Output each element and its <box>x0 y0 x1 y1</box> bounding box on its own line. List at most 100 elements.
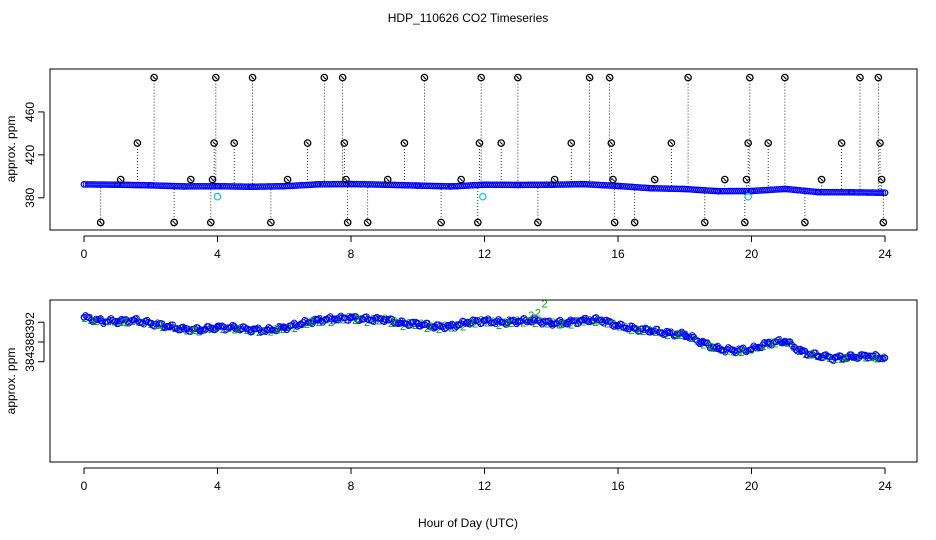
data-point <box>388 315 396 323</box>
x-tick-label: 20 <box>745 247 759 261</box>
data-point: 2 <box>652 327 658 339</box>
blue-point <box>581 316 588 324</box>
blue-point <box>681 331 689 338</box>
data-point <box>321 317 328 324</box>
data-point: 2 <box>700 339 706 351</box>
data-point: 2 <box>809 349 815 361</box>
spike-point <box>609 175 617 184</box>
spike-point <box>133 139 142 147</box>
spike-point <box>740 218 749 227</box>
data-point: 2 <box>274 323 280 335</box>
baseline-point <box>447 183 455 190</box>
data-point: 2 <box>544 319 550 331</box>
top-y-axis: 380 420 460 <box>23 102 45 208</box>
spike-point <box>700 218 709 227</box>
data-point <box>83 313 91 321</box>
data-point <box>879 189 887 197</box>
blue-point <box>130 316 138 324</box>
data-point <box>854 355 861 362</box>
spike-point <box>534 218 542 227</box>
baseline-point <box>814 188 822 196</box>
spike-point <box>248 73 257 82</box>
data-point: 2 <box>328 317 334 329</box>
baseline-point <box>80 181 88 188</box>
data-point: 2 <box>490 316 496 328</box>
spike-point <box>303 139 312 147</box>
y-tick-label: 392 <box>23 312 37 332</box>
data-point: 2 <box>202 324 208 336</box>
baseline-point <box>881 189 889 197</box>
chart-title: HDP_110626 CO2 Timeseries <box>388 11 549 25</box>
blue-point <box>531 316 538 324</box>
data-point <box>712 343 720 351</box>
blue-point <box>497 318 505 326</box>
spike-point <box>605 73 614 82</box>
data-point: 3 <box>736 344 742 356</box>
spike-point <box>473 218 482 227</box>
spike-point <box>457 175 465 184</box>
data-point: 2 <box>640 326 646 338</box>
data-point: 2 <box>604 319 610 331</box>
data-point <box>501 319 508 327</box>
green-point: 2 <box>542 298 548 310</box>
data-point: 2 <box>412 320 418 332</box>
data-point <box>610 323 618 330</box>
spike-point <box>170 218 178 227</box>
spike-point <box>320 73 329 82</box>
data-point: 3 <box>601 318 607 330</box>
y-tick-label: 388 <box>23 332 37 352</box>
data-point: 2 <box>616 322 622 334</box>
data-point <box>158 320 166 327</box>
data-point: 2 <box>298 319 304 331</box>
spike-point <box>630 218 639 227</box>
green-point: 2 <box>768 337 774 349</box>
blue-point <box>781 337 789 345</box>
spike-point <box>497 139 506 147</box>
baseline-point <box>314 181 321 188</box>
blue-point <box>881 354 889 362</box>
blue-point <box>381 315 388 323</box>
blue-point <box>814 352 822 360</box>
baseline-point <box>414 182 422 189</box>
data-point <box>792 346 800 354</box>
baseline-point <box>781 185 789 193</box>
spike-point <box>610 218 619 227</box>
data-point <box>585 318 592 326</box>
baseline-point <box>581 180 588 188</box>
blue-point <box>264 326 271 334</box>
spike-point <box>745 73 754 82</box>
data-point: 2 <box>364 317 370 329</box>
green-point: 2 <box>308 317 314 329</box>
data-point <box>254 324 262 332</box>
x-tick-label: 4 <box>214 479 221 493</box>
blue-point <box>314 316 321 324</box>
blue-point <box>564 318 572 326</box>
data-point <box>271 326 279 334</box>
data-point <box>561 319 568 327</box>
data-point: 2 <box>869 352 875 364</box>
spike-point <box>363 218 372 227</box>
data-point <box>877 189 885 197</box>
blue-point <box>547 319 555 327</box>
blue-point <box>230 324 238 331</box>
spike-point <box>208 175 217 184</box>
blue-point <box>614 322 622 329</box>
blue-point <box>731 347 739 354</box>
data-point <box>116 317 124 325</box>
data-point <box>540 319 547 326</box>
blue-point <box>431 323 438 330</box>
data-point: 3 <box>790 341 796 353</box>
data-point: 3 <box>465 318 471 330</box>
blue-point <box>247 326 255 333</box>
data-point <box>706 344 714 352</box>
data-point: 3 <box>141 318 147 330</box>
top-panel: 0 4 8 12 16 20 24 380 420 460 approx. ppm <box>4 68 918 261</box>
green-point: 2 <box>191 325 197 337</box>
data-point: 2 <box>166 322 172 334</box>
blue-point <box>865 352 872 360</box>
green-point: 2 <box>635 325 641 337</box>
green-point: 2 <box>505 318 511 330</box>
data-point <box>607 318 615 326</box>
spike-point <box>781 73 789 82</box>
spike-point <box>210 139 219 147</box>
